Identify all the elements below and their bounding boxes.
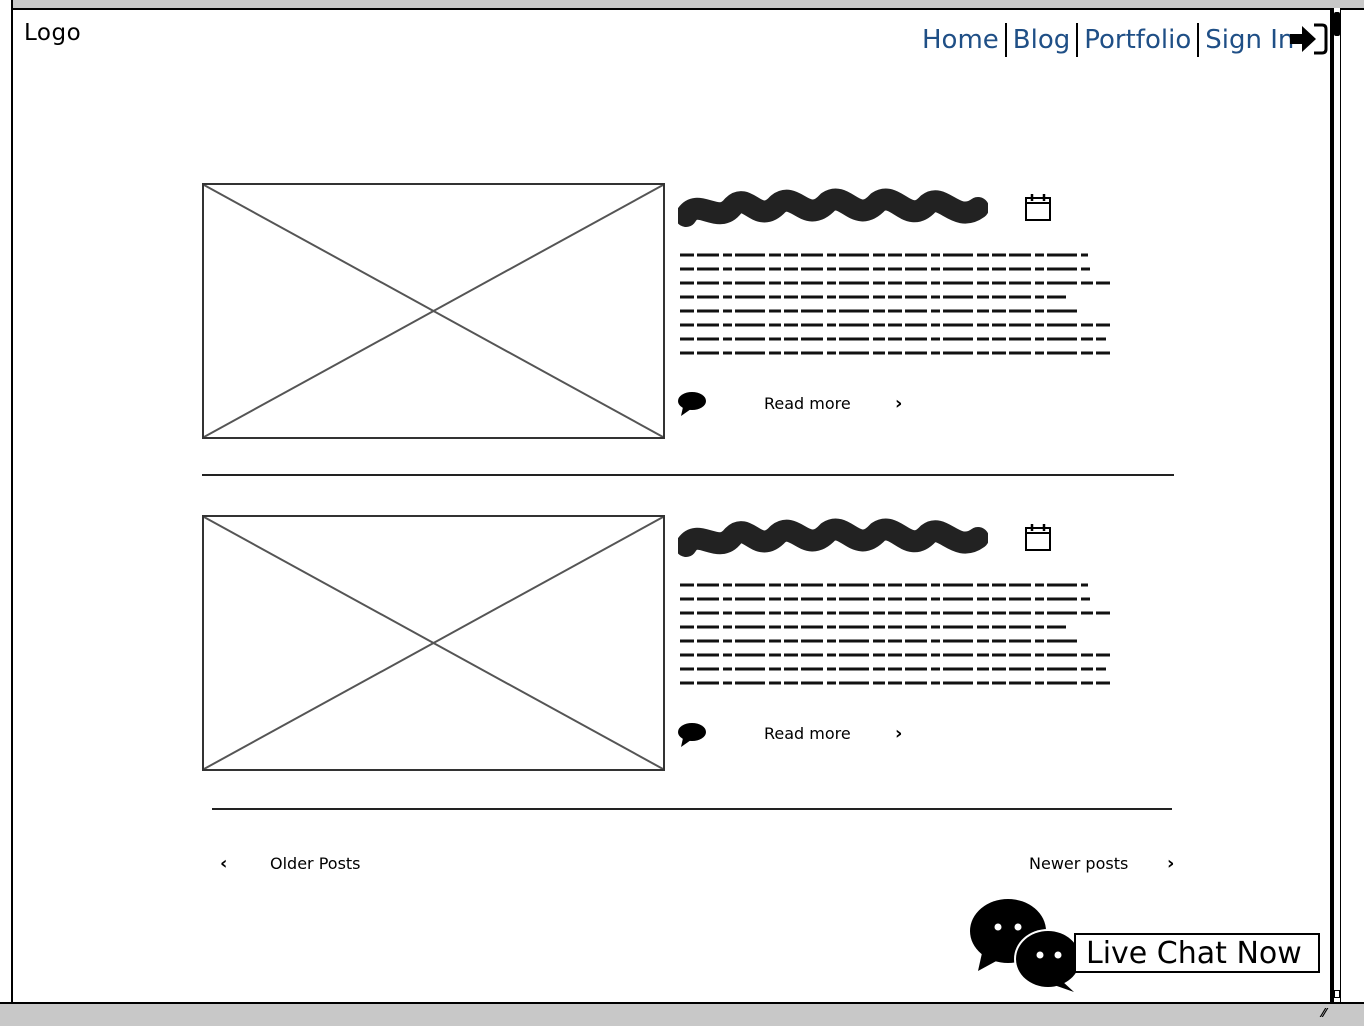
post-divider bbox=[202, 474, 1174, 476]
resize-grip-icon[interactable]: ⁄⁄ bbox=[1322, 1006, 1327, 1020]
chevron-right-icon[interactable]: › bbox=[1167, 853, 1175, 874]
post-excerpt-scribble bbox=[680, 253, 1110, 355]
main-nav: Home Blog Portfolio Sign In bbox=[922, 22, 1294, 58]
vertical-scrollbar[interactable] bbox=[1333, 8, 1341, 1004]
post-image-placeholder[interactable] bbox=[202, 183, 665, 439]
nav-blog-link[interactable]: Blog bbox=[1012, 25, 1071, 55]
post-excerpt-scribble bbox=[680, 583, 1110, 685]
post-title-scribble[interactable] bbox=[678, 186, 988, 234]
window-bottom-bar bbox=[0, 1002, 1364, 1026]
scroll-down-arrow[interactable] bbox=[1334, 990, 1340, 998]
chat-bubbles-icon[interactable] bbox=[966, 897, 1082, 993]
window-left-border bbox=[0, 0, 13, 1026]
logo[interactable]: Logo bbox=[24, 20, 82, 46]
chevron-right-icon[interactable]: › bbox=[895, 723, 903, 744]
post-divider bbox=[212, 808, 1172, 810]
calendar-icon bbox=[1025, 194, 1051, 221]
nav-separator bbox=[1197, 23, 1200, 57]
nav-home-link[interactable]: Home bbox=[922, 25, 999, 55]
comment-icon[interactable] bbox=[677, 722, 707, 748]
read-more-link[interactable]: Read more bbox=[764, 394, 851, 413]
window-top-bar bbox=[0, 0, 1364, 10]
nav-separator bbox=[1076, 23, 1079, 57]
live-chat-button[interactable]: Live Chat Now bbox=[1074, 933, 1320, 973]
chevron-right-icon[interactable]: › bbox=[895, 393, 903, 414]
nav-sign-in-link[interactable]: Sign In bbox=[1205, 25, 1295, 55]
nav-portfolio-link[interactable]: Portfolio bbox=[1084, 25, 1192, 55]
post-image-placeholder[interactable] bbox=[202, 515, 665, 771]
newer-posts-link[interactable]: Newer posts bbox=[1029, 854, 1129, 873]
window-right-border bbox=[1330, 8, 1333, 1004]
chevron-left-icon[interactable]: ‹ bbox=[220, 853, 228, 874]
sign-in-icon[interactable] bbox=[1288, 22, 1328, 56]
comment-icon[interactable] bbox=[677, 391, 707, 417]
nav-separator bbox=[1004, 23, 1007, 57]
older-posts-link[interactable]: Older Posts bbox=[270, 854, 361, 873]
scrollbar-thumb[interactable] bbox=[1334, 12, 1340, 36]
calendar-icon bbox=[1025, 524, 1051, 551]
post-title-scribble[interactable] bbox=[678, 516, 988, 564]
read-more-link[interactable]: Read more bbox=[764, 724, 851, 743]
